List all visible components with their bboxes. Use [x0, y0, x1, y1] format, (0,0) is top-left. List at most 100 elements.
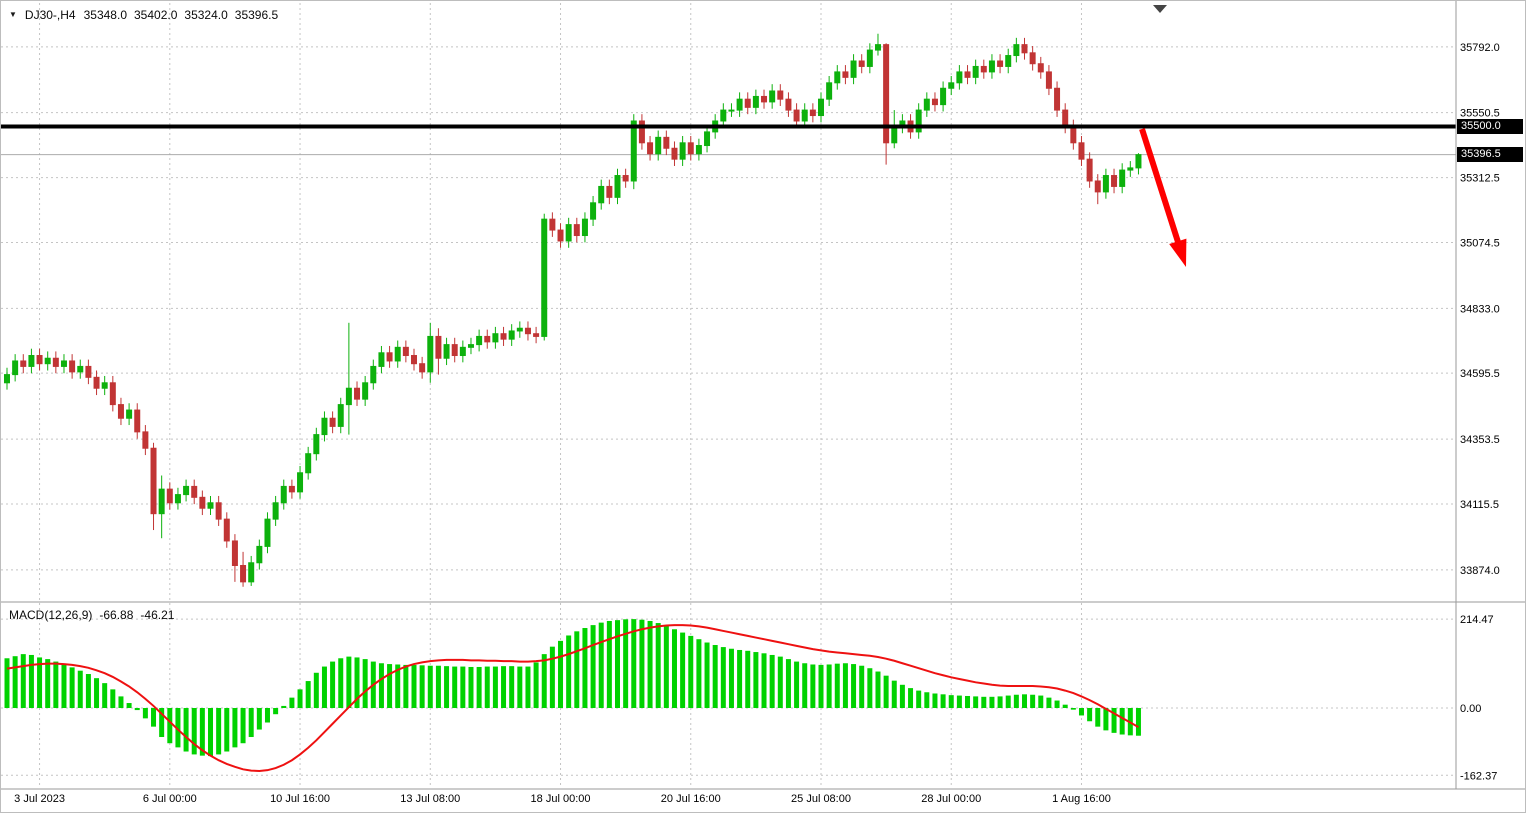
- macd-bar: [264, 708, 270, 723]
- candle-down: [435, 335, 442, 359]
- macd-bar: [737, 649, 743, 708]
- macd-bar: [297, 689, 303, 708]
- macd-bar: [720, 647, 726, 708]
- candle-up: [207, 502, 214, 509]
- candle-down: [1086, 158, 1093, 182]
- candle-down: [1094, 180, 1101, 193]
- macd-bar: [663, 625, 669, 708]
- macd-bar: [509, 666, 515, 708]
- candle-down: [744, 98, 751, 108]
- macd-bar: [989, 696, 995, 708]
- candle-up: [101, 382, 108, 389]
- candle-down: [36, 355, 43, 365]
- macd-bar: [558, 640, 564, 708]
- macd-bar: [688, 635, 694, 708]
- time-axis[interactable]: 3 Jul 2023 6 Jul 00:00 10 Jul 16:00 13 Jul …: [14, 793, 1111, 805]
- macd-bar: [1046, 697, 1052, 708]
- macd-bar: [745, 650, 751, 708]
- macd-bar: [142, 708, 148, 719]
- candle-down: [109, 382, 116, 406]
- candle-down: [1045, 71, 1052, 89]
- macd-bar: [12, 656, 18, 708]
- macd-bar: [321, 666, 327, 708]
- candle-down: [150, 447, 157, 515]
- macd-bar: [997, 696, 1003, 708]
- macd-bar: [216, 708, 222, 755]
- candle-up: [704, 131, 711, 147]
- candle-down: [931, 98, 938, 106]
- macd-bar: [501, 666, 507, 708]
- candle-down: [809, 109, 816, 117]
- macd-bar: [159, 708, 165, 738]
- candle-up: [183, 485, 190, 496]
- trend-arrow-shaft[interactable]: [1139, 128, 1181, 243]
- ohlc-high-value: 35402.0: [134, 8, 178, 22]
- candle-up: [508, 330, 515, 340]
- macd-bar: [305, 681, 311, 708]
- price-axis-label: 33874.0: [1460, 565, 1500, 577]
- time-axis-label: 20 Jul 16:00: [661, 793, 721, 805]
- candle-up: [923, 98, 930, 111]
- chart-shift-marker[interactable]: [1153, 5, 1167, 13]
- candle-up: [174, 494, 181, 504]
- macd-bar: [1013, 694, 1019, 708]
- candle-up: [891, 125, 898, 144]
- symbol-dropdown-icon[interactable]: ▼: [9, 10, 17, 19]
- macd-main-value: -66.88: [99, 608, 134, 622]
- trend-arrow-head[interactable]: [1169, 238, 1187, 267]
- candle-up: [280, 485, 287, 504]
- candle-up: [736, 98, 743, 111]
- candle-down: [533, 333, 540, 337]
- macd-indicator-label: MACD(12,26,9) -66.88 -46.21: [9, 608, 174, 622]
- macd-bar: [28, 654, 34, 708]
- macd-bar: [875, 671, 881, 708]
- price-axis[interactable]: 35792.0 35550.5 35312.5 35074.5 34833.0 34595…: [1460, 42, 1500, 782]
- macd-bar: [61, 664, 67, 708]
- candle-up: [972, 65, 979, 78]
- macd-bar: [582, 628, 588, 708]
- macd-bar: [1022, 694, 1027, 708]
- candle-down: [231, 540, 238, 566]
- macd-bar: [704, 642, 710, 708]
- macd-bar: [981, 696, 987, 708]
- macd-bar: [346, 656, 352, 708]
- ohlc-close-value: 35396.5: [234, 8, 279, 22]
- candle-down: [980, 65, 987, 73]
- candle-up: [752, 95, 759, 108]
- candle-down: [240, 564, 247, 583]
- candle-down: [638, 120, 645, 144]
- macd-axis-label: 0.00: [1460, 703, 1481, 715]
- candle-down: [1054, 87, 1061, 111]
- candle-down: [117, 404, 124, 419]
- candle-up: [126, 409, 133, 419]
- macd-bar: [956, 695, 962, 708]
- candle-up: [818, 98, 824, 117]
- candle-up: [394, 346, 401, 362]
- candle-down: [354, 387, 361, 400]
- trend-arrow[interactable]: [1139, 128, 1187, 267]
- candle-up: [956, 71, 963, 84]
- candle-up: [476, 335, 483, 346]
- candle-up: [769, 90, 776, 103]
- macd-bar: [615, 620, 620, 708]
- macd-bar: [712, 645, 718, 708]
- macd-bar: [94, 678, 100, 708]
- macd-bar: [891, 680, 897, 708]
- candle-up: [940, 87, 947, 106]
- macd-bar: [224, 708, 230, 752]
- candle-down: [1062, 109, 1069, 127]
- candlestick-series: [4, 33, 1142, 587]
- candle-up: [345, 387, 352, 406]
- macd-bar: [769, 654, 775, 708]
- macd-bar: [313, 672, 319, 708]
- macd-axis-label: 214.47: [1460, 614, 1494, 626]
- macd-bar: [492, 666, 498, 708]
- macd-bar: [631, 619, 637, 708]
- candle-up: [850, 60, 857, 78]
- macd-bar: [1070, 708, 1076, 710]
- time-axis-label: 28 Jul 00:00: [921, 793, 981, 805]
- macd-bar: [1038, 695, 1044, 708]
- candle-down: [793, 109, 800, 122]
- candle-up: [915, 109, 922, 133]
